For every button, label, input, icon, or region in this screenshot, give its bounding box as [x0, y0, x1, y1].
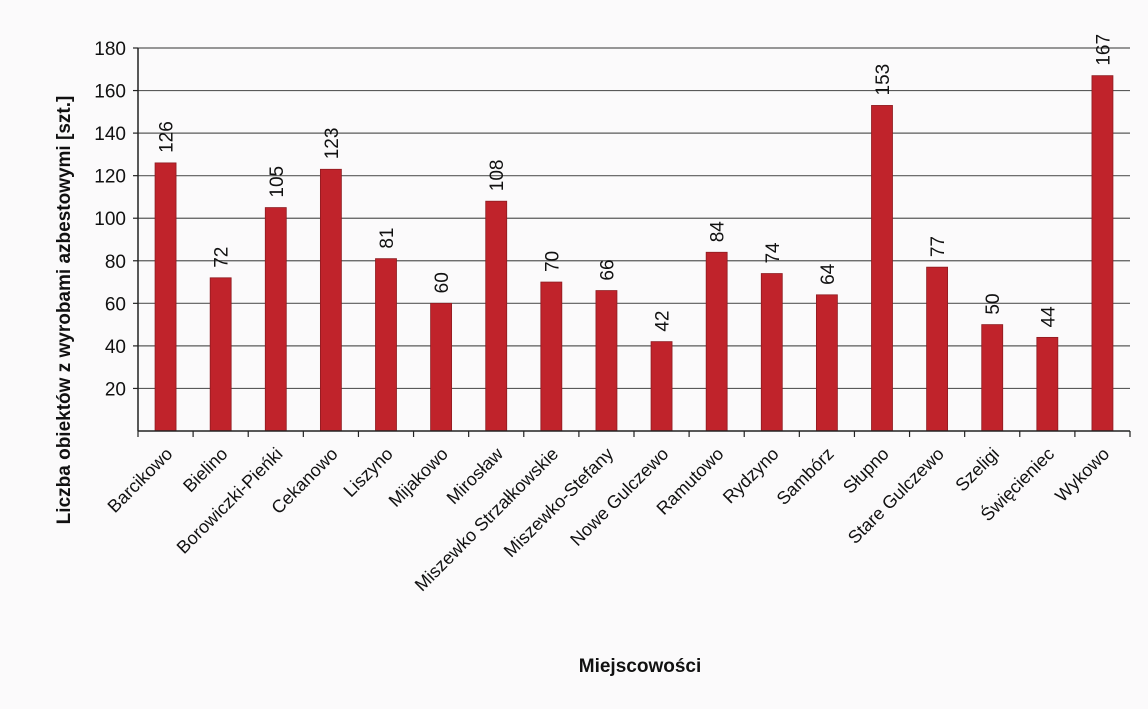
bar [154, 162, 177, 432]
y-tick-label: 100 [94, 209, 126, 230]
bar [209, 277, 232, 432]
data-label: 42 [653, 310, 674, 331]
bar [375, 258, 397, 432]
x-tick-label: Barcikowo [104, 444, 177, 517]
data-label: 77 [928, 236, 949, 257]
y-tick-label: 160 [94, 82, 126, 103]
axes [133, 47, 1131, 437]
data-label: 50 [983, 293, 1004, 314]
data-label: 84 [708, 221, 729, 243]
bar [871, 105, 893, 432]
bar [650, 341, 673, 432]
bar [319, 168, 342, 432]
bar [815, 294, 838, 432]
data-label: 70 [542, 251, 563, 272]
data-labels: 126 72 105 123 81 60 108 70 66 42 84 74 64 153 77 50 44 1… [157, 34, 1115, 332]
y-tick-labels: 20 40 60 80 100 120 140 160 180 [94, 39, 126, 400]
data-label: 74 [763, 242, 784, 264]
data-label: 60 [432, 272, 453, 293]
data-label: 105 [267, 166, 288, 198]
data-label: 44 [1038, 306, 1059, 328]
data-label: 64 [818, 263, 839, 285]
x-tick-label: Słupno [839, 444, 893, 498]
bar [485, 200, 508, 432]
x-tick-label: Nowe Gulczewo [566, 444, 672, 550]
x-tick-label: Wykowo [1051, 444, 1113, 506]
x-tick-label: Mijakowo [385, 444, 452, 511]
bar [926, 266, 949, 432]
x-tick-labels: Barcikowo BielinoBorowiczki-PieńkiCekanow… [104, 443, 1114, 595]
data-label: 153 [873, 64, 894, 96]
data-label: 108 [487, 159, 508, 191]
y-tick-label: 20 [105, 379, 126, 400]
x-tick-label: Bielino [179, 444, 231, 496]
grid-lines [138, 47, 1130, 390]
bar [540, 281, 563, 432]
data-label: 126 [157, 121, 178, 153]
x-tick-label: Szeligi [951, 444, 1003, 496]
y-tick-label: 140 [94, 124, 126, 145]
y-tick-label: 60 [105, 294, 126, 315]
y-tick-label: 80 [105, 252, 126, 273]
x-tick-label: Sambórz [773, 444, 838, 509]
bar [430, 302, 453, 432]
bar [1091, 75, 1114, 432]
y-tick-label: 180 [94, 39, 126, 60]
data-label: 123 [322, 128, 343, 160]
bar [981, 324, 1004, 432]
x-tick-label: Rydzyno [719, 444, 783, 508]
bar [264, 207, 287, 432]
data-label: 81 [377, 228, 398, 249]
bar [705, 251, 728, 432]
bar [760, 273, 783, 432]
data-label: 72 [212, 247, 233, 268]
bars [154, 75, 1114, 432]
bar [595, 290, 618, 432]
y-tick-label: 120 [94, 167, 126, 188]
bar [1036, 336, 1059, 432]
x-tick-label: Stare Gulczewo [844, 444, 948, 548]
x-axis-title: Miejscowości [579, 656, 702, 677]
y-tick-label: 40 [105, 337, 126, 358]
y-axis-title: Liczba obiektów z wyrobami azbestowymi [… [54, 96, 75, 525]
data-label: 167 [1093, 34, 1114, 66]
data-label: 66 [597, 259, 618, 280]
